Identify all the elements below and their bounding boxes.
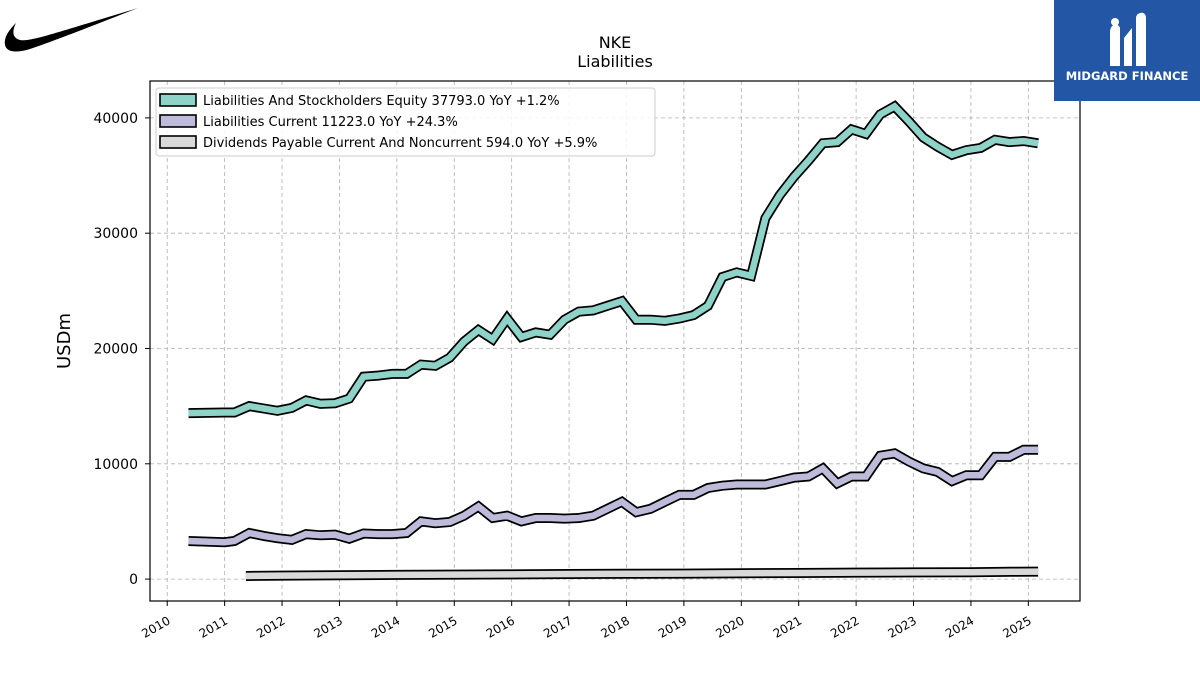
y-tick-label: 0: [129, 572, 138, 588]
y-tick-label: 20000: [93, 341, 138, 357]
series-line-1: [188, 446, 1039, 546]
x-tick-label: 2025: [1000, 613, 1033, 640]
x-tick-label: 2016: [484, 613, 517, 640]
x-tick-label: 2012: [254, 613, 287, 640]
series-line-2: [245, 568, 1039, 580]
chart-title: NKE: [599, 33, 632, 52]
x-tick-label: 2021: [771, 613, 804, 640]
x-tick-label: 2011: [197, 613, 230, 640]
x-tick-label: 2023: [886, 613, 919, 640]
axes: 0 10000 20000 30000 40000 2010 2011 2012 2013 201…: [93, 111, 1033, 641]
x-tick-label: 2010: [139, 613, 172, 640]
series-lines: [188, 100, 1039, 581]
legend-label-equity: Liabilities And Stockholders Equity 3779…: [203, 94, 560, 109]
y-tick-label: 30000: [93, 226, 138, 242]
chart-subtitle: Liabilities: [577, 52, 653, 71]
midgard-finance-logo: MIDGARD FINANCE: [1054, 0, 1200, 101]
y-tick-label: 40000: [93, 111, 138, 127]
y-tick-label: 10000: [93, 457, 138, 473]
grid-lines: [150, 81, 1080, 601]
x-tick-label: 2017: [541, 613, 574, 640]
x-tick-label: 2024: [943, 613, 976, 640]
legend-swatch-current: [159, 114, 197, 128]
midgard-monogram-icon: [1110, 12, 1146, 67]
series-line-0: [188, 102, 1039, 417]
x-tick-label: 2019: [656, 613, 689, 640]
legend: Liabilities And Stockholders Equity 3779…: [155, 87, 656, 157]
x-tick-label: 2014: [369, 613, 402, 640]
legend-label-current: Liabilities Current 11223.0 YoY +24.3%: [203, 115, 458, 130]
x-tick-label: 2020: [713, 613, 746, 640]
x-tick-label: 2013: [311, 613, 344, 640]
legend-label-dividends: Dividends Payable Current And Noncurrent…: [203, 136, 597, 151]
x-tick-label: 2022: [828, 613, 861, 640]
legend-swatch-dividends: [159, 135, 197, 149]
swoosh-icon: [4, 8, 138, 52]
plot-frame: [149, 80, 1081, 602]
y-axis-label: USDm: [54, 313, 75, 369]
legend-swatch-equity: [159, 93, 197, 107]
midgard-finance-wordmark: MIDGARD FINANCE: [1065, 69, 1189, 83]
x-tick-label: 2018: [599, 613, 632, 640]
legend-box: [155, 87, 656, 157]
x-tick-label: 2015: [426, 613, 459, 640]
